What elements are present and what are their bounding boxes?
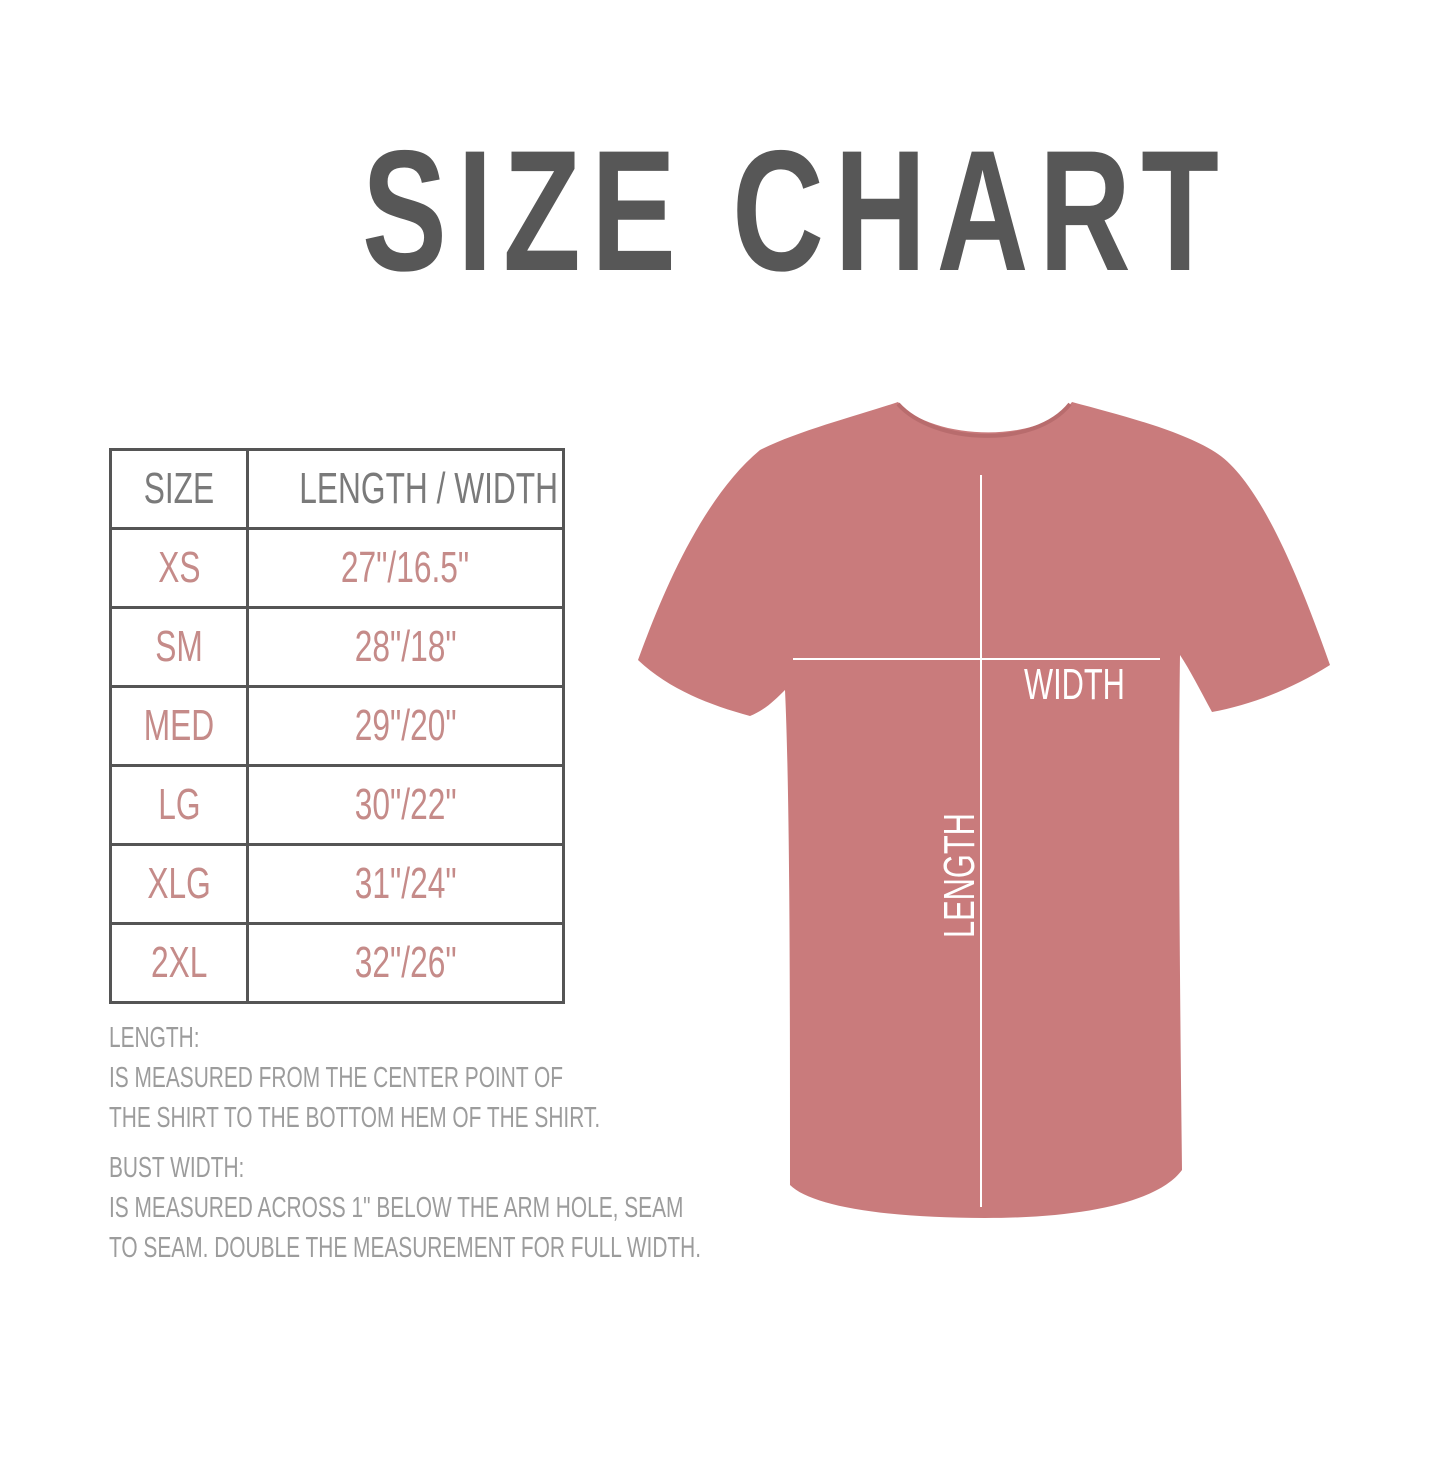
length-note-line: IS MEASURED FROM THE CENTER POINT OF (109, 1062, 563, 1094)
width-note-line: TO SEAM. DOUBLE THE MEASUREMENT FOR FULL… (109, 1232, 702, 1264)
collar (896, 402, 1072, 438)
size-cell: 2XL (150, 938, 208, 987)
size-cell: XLG (147, 859, 211, 908)
table-row: SM 28"/18" (109, 606, 565, 688)
table-header-row: SIZE LENGTH / WIDTH (109, 448, 565, 530)
measure-cell: 31"/24" (354, 859, 457, 908)
table-row: 2XL 32"/26" (109, 922, 565, 1004)
size-cell: LG (157, 780, 201, 829)
measure-cell: 30"/22" (354, 780, 457, 829)
measure-cell: 29"/20" (354, 701, 457, 750)
size-cell: SM (155, 622, 203, 671)
header-size: SIZE (143, 464, 215, 513)
length-label: LENGTH (935, 813, 984, 938)
width-note-title: BUST WIDTH: (109, 1152, 245, 1184)
header-length-width: LENGTH / WIDTH (299, 464, 559, 513)
table-row: LG 30"/22" (109, 764, 565, 846)
measure-cell: 27"/16.5" (341, 543, 470, 592)
width-note-line: IS MEASURED ACROSS 1" BELOW THE ARM HOLE… (109, 1192, 684, 1224)
measure-cell: 28"/18" (354, 622, 457, 671)
measure-cell: 32"/26" (354, 938, 457, 987)
tshirt-shape (638, 402, 1330, 1218)
width-label: WIDTH (1024, 660, 1125, 709)
length-note: LENGTH: IS MEASURED FROM THE CENTER POIN… (109, 1022, 791, 1142)
size-cell: MED (143, 701, 215, 750)
size-cell: XS (157, 543, 201, 592)
length-note-line: THE SHIRT TO THE BOTTOM HEM OF THE SHIRT… (109, 1102, 601, 1134)
size-table: SIZE LENGTH / WIDTH XS 27"/16.5" SM 28"/18… (109, 448, 565, 1004)
length-note-title: LENGTH: (109, 1022, 200, 1054)
width-note: BUST WIDTH: IS MEASURED ACROSS 1" BELOW … (109, 1152, 931, 1272)
table-row: MED 29"/20" (109, 685, 565, 767)
table-row: XLG 31"/24" (109, 843, 565, 925)
table-row: XS 27"/16.5" (109, 527, 565, 609)
